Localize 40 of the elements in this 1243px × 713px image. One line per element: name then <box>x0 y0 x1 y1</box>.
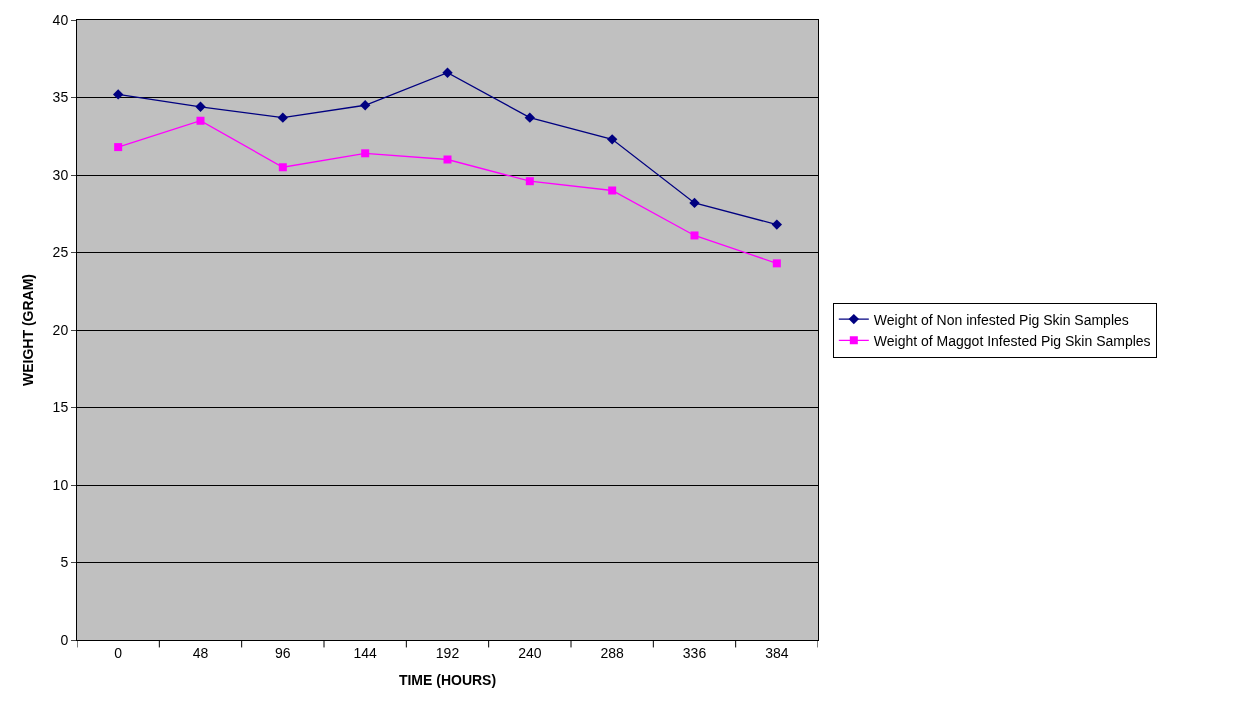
point <box>772 259 781 268</box>
x-tick-label: 336 <box>682 644 707 661</box>
x-tick-label: 384 <box>765 644 789 661</box>
x-tick-label: 240 <box>518 644 542 661</box>
x-tick-label: 288 <box>600 644 625 661</box>
legend-label: Weight of Non infested Pig Skin Samples <box>873 311 1129 328</box>
point <box>277 112 289 123</box>
point <box>608 186 617 195</box>
point <box>361 149 370 158</box>
point <box>525 177 534 186</box>
x-tick-label: 0 <box>114 644 123 661</box>
y-tick-label: 15 <box>52 399 69 416</box>
y-tick-label: 10 <box>52 476 69 493</box>
y-tick-label: 20 <box>52 321 69 338</box>
point <box>606 134 618 145</box>
point <box>524 112 536 123</box>
legend-label: Weight of Maggot Infested Pig Skin Samples <box>873 332 1151 349</box>
y-tick-label: 30 <box>52 166 69 183</box>
point <box>196 116 205 125</box>
y-tick-label: 5 <box>60 554 69 571</box>
point <box>690 231 699 240</box>
point <box>689 197 700 209</box>
point <box>278 163 287 172</box>
x-axis-title: TIME (HOURS) <box>398 672 497 689</box>
y-tick-label: 25 <box>52 244 69 261</box>
y-tick-label: 0 <box>60 631 69 648</box>
y-tick-label: 40 <box>52 11 69 28</box>
point <box>112 89 124 100</box>
point <box>195 101 206 112</box>
x-tick-label: 144 <box>353 644 378 661</box>
x-tick-label: 96 <box>275 644 291 661</box>
point <box>443 155 452 164</box>
point <box>359 100 371 111</box>
x-tick-label: 48 <box>192 644 209 661</box>
point <box>442 67 453 78</box>
y-axis-title: WEIGHT (GRAM) <box>20 274 37 386</box>
y-tick-label: 35 <box>52 89 69 106</box>
x-tick-label: 192 <box>435 644 460 661</box>
point <box>114 143 123 152</box>
point <box>771 219 783 230</box>
